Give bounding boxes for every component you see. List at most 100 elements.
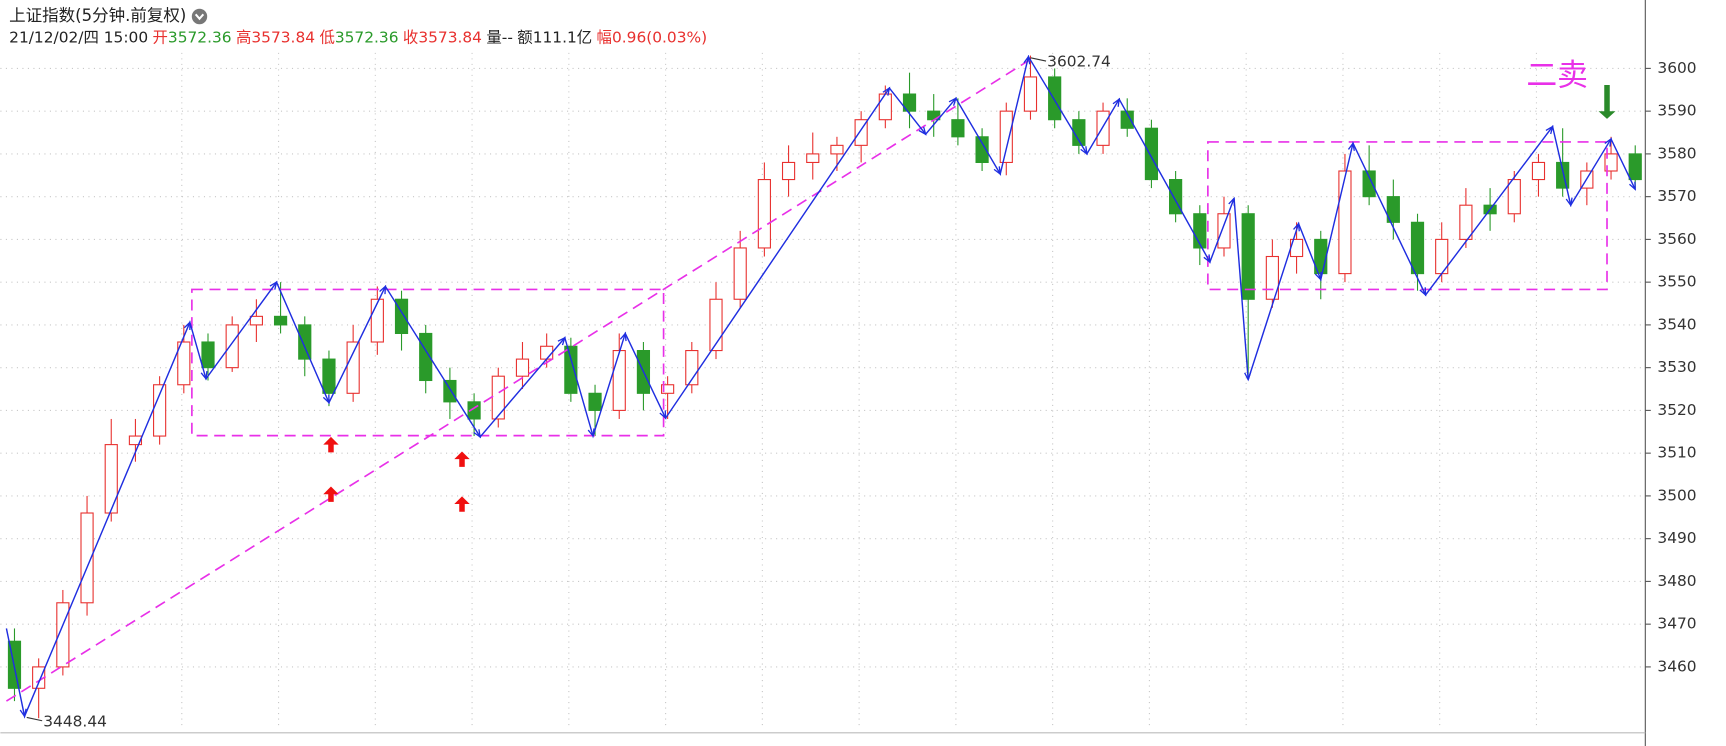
candle-body xyxy=(709,298,723,352)
zigzag-arrowhead xyxy=(200,371,208,381)
candle-body xyxy=(1362,170,1376,198)
candle-body xyxy=(443,379,457,403)
candle-body xyxy=(370,298,384,343)
zigzag-arrowhead xyxy=(1347,141,1355,151)
candle-body xyxy=(128,435,143,446)
zigzag-arrowhead xyxy=(1629,181,1636,191)
zigzag-arrowhead xyxy=(1080,146,1088,156)
candle-body xyxy=(225,324,239,369)
zigzag-arrowhead xyxy=(1604,137,1612,147)
zigzag-arrowhead xyxy=(183,320,191,331)
field-label: 额 xyxy=(517,28,532,46)
candle-body xyxy=(346,341,360,394)
field-value: 3573.84 xyxy=(418,28,482,46)
signal-arrow xyxy=(1598,84,1616,119)
candle-body xyxy=(1048,76,1062,121)
field-label: 开 xyxy=(153,28,168,46)
candle-body xyxy=(80,512,94,604)
candle-body xyxy=(1072,119,1086,146)
annotation-label: 3602.74 xyxy=(1047,53,1111,71)
signal-arrow xyxy=(323,486,339,502)
candle-body xyxy=(1023,76,1038,112)
signal-arrow xyxy=(454,496,470,512)
zigzag-arrowhead xyxy=(19,708,27,718)
zigzag-arrowhead xyxy=(379,284,387,295)
candle-body xyxy=(1096,110,1110,146)
candle-body xyxy=(1338,170,1352,275)
candle-body xyxy=(661,384,675,394)
candle-body xyxy=(104,444,118,514)
zigzag-arrowhead xyxy=(659,410,667,420)
zigzag-line xyxy=(5,54,1636,719)
field-label: 低 xyxy=(319,28,334,46)
field-label: 幅 xyxy=(597,28,612,46)
zigzag-arrowhead xyxy=(557,336,566,346)
zigzag-arrowhead xyxy=(1228,196,1236,207)
trendline xyxy=(5,60,1029,702)
dropdown-chevron xyxy=(194,13,205,21)
y-tick-label: 3590 xyxy=(1657,102,1696,120)
y-tick-label: 3570 xyxy=(1657,187,1696,205)
zigzag-arrowhead xyxy=(269,280,278,290)
signal-arrow xyxy=(323,436,339,453)
candle-body xyxy=(298,324,312,360)
zigzag-arrowhead xyxy=(1314,271,1322,282)
zigzag-arrowhead xyxy=(1023,55,1031,65)
zigzag-arrowhead xyxy=(587,428,595,438)
candle-body xyxy=(1410,221,1425,275)
zigzag-arrowhead xyxy=(1203,254,1211,264)
field-value: 3573.84 xyxy=(251,28,315,46)
candle-body xyxy=(951,119,965,138)
candle-body xyxy=(878,93,892,121)
candle-body xyxy=(927,110,941,121)
zigzag-arrowhead xyxy=(1244,372,1252,382)
candle-body xyxy=(806,153,820,164)
candle-body xyxy=(273,315,288,326)
candle-body xyxy=(153,384,167,437)
signal-arrow xyxy=(454,451,470,467)
consolidation-box xyxy=(191,288,665,437)
header-quote: 21/12/02/四 15:00 开3572.36 高3573.84 低3572.36… xyxy=(9,28,707,46)
candle-body xyxy=(1556,161,1570,189)
candle-body xyxy=(975,136,989,164)
y-tick-label: 3460 xyxy=(1657,657,1696,675)
candle-body xyxy=(733,247,747,300)
zigzag-arrowhead xyxy=(322,395,330,405)
candle-body xyxy=(781,161,796,181)
y-tick-label: 3540 xyxy=(1657,315,1696,333)
candle-body xyxy=(757,179,771,249)
zigzag-arrowhead xyxy=(882,86,891,96)
candle-body xyxy=(612,350,626,411)
candle-body xyxy=(1144,127,1159,181)
candle-body xyxy=(177,341,191,386)
candle-body xyxy=(201,341,215,369)
candle-body xyxy=(1265,255,1279,300)
candle-body xyxy=(999,110,1013,164)
field-value: 3572.36 xyxy=(168,28,232,46)
header-title: 上证指数(5分钟.前复权) xyxy=(9,6,186,25)
candle-body xyxy=(1241,213,1255,300)
field-label: 高 xyxy=(236,28,251,46)
y-tick-label: 3470 xyxy=(1657,615,1696,633)
zigzag-arrowhead xyxy=(918,126,927,136)
y-tick-label: 3530 xyxy=(1657,358,1696,376)
annotation-leader xyxy=(1030,57,1047,62)
zigzag-arrowhead xyxy=(1545,125,1554,135)
candle-body xyxy=(1628,153,1642,181)
field-value: 111.1亿 xyxy=(533,28,592,46)
field-label: 收 xyxy=(403,28,418,46)
annotation-label: 3448.44 xyxy=(43,712,107,730)
y-tick-label: 3560 xyxy=(1657,230,1696,248)
y-tick-label: 3480 xyxy=(1657,572,1696,590)
candle-body xyxy=(1120,110,1134,129)
y-tick-label: 3520 xyxy=(1657,401,1696,419)
field-value: 0.96(0.03%) xyxy=(612,28,707,46)
annotation-leader xyxy=(26,716,43,722)
candle-body xyxy=(540,345,554,360)
zigzag-arrowhead xyxy=(473,429,482,439)
zigzag-arrowhead xyxy=(948,97,957,106)
candle-body xyxy=(902,93,917,112)
candle-body xyxy=(515,358,530,377)
candle-body xyxy=(249,315,263,326)
